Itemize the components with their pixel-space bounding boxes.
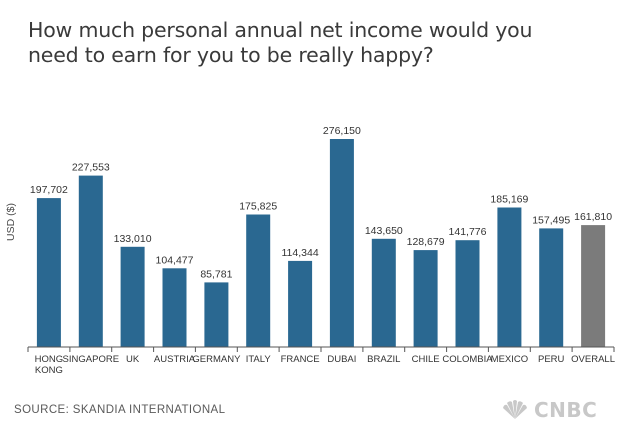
data-label: 104,477 xyxy=(156,254,194,266)
bar-uk xyxy=(120,246,145,347)
category-label: PERU xyxy=(538,354,565,365)
data-label: 227,553 xyxy=(72,162,110,174)
bar-mexico xyxy=(497,207,522,347)
bar-france xyxy=(288,260,313,347)
brand-name: CNBC xyxy=(534,398,598,422)
bar-colombia xyxy=(455,240,480,347)
category-label: DUBAI xyxy=(327,354,356,365)
category-label: UK xyxy=(126,354,140,365)
data-label: 128,679 xyxy=(407,236,445,248)
bar-germany xyxy=(204,282,229,347)
data-label: 197,702 xyxy=(30,184,68,196)
bar-austria xyxy=(162,268,187,347)
source-note: SOURCE: SKANDIA INTERNATIONAL xyxy=(14,404,226,416)
category-label: FRANCE xyxy=(281,354,320,365)
category-label: AUSTRIA xyxy=(154,354,196,365)
data-label: 185,169 xyxy=(490,194,528,206)
data-label: 143,650 xyxy=(365,225,403,237)
category-label: HONG KONG xyxy=(35,354,64,376)
bar-brazil xyxy=(371,238,396,347)
category-label: COLOMBIA xyxy=(442,354,493,365)
bar-singapore xyxy=(78,175,103,347)
bar-hong-kong xyxy=(36,198,61,347)
bar-italy xyxy=(246,214,271,347)
data-label: 276,150 xyxy=(323,125,361,137)
category-label: ITALY xyxy=(246,354,272,365)
data-label: 133,010 xyxy=(114,233,152,245)
data-label: 161,810 xyxy=(574,211,612,223)
data-label: 141,776 xyxy=(449,226,487,238)
y-axis-label: USD ($) xyxy=(5,203,17,241)
peacock-icon xyxy=(503,400,527,419)
category-label: GERMANY xyxy=(192,354,241,365)
data-label: 114,344 xyxy=(282,247,319,259)
brand-logo: CNBC xyxy=(500,398,597,422)
data-label: 85,781 xyxy=(200,268,232,280)
category-label: SINGAPORE xyxy=(63,354,120,365)
bar-overall xyxy=(581,225,606,347)
data-label: 175,825 xyxy=(239,201,277,213)
bar-peru xyxy=(539,228,564,347)
category-label: BRAZIL xyxy=(367,354,400,365)
bar-chile xyxy=(413,250,438,347)
bar-dubai xyxy=(329,139,354,347)
chart-title: How much personal annual net income woul… xyxy=(28,18,533,67)
category-label: CHILE xyxy=(412,354,440,365)
category-label: MEXICO xyxy=(491,354,528,365)
category-label: OVERALL xyxy=(571,354,615,365)
data-label: 157,495 xyxy=(532,214,570,226)
